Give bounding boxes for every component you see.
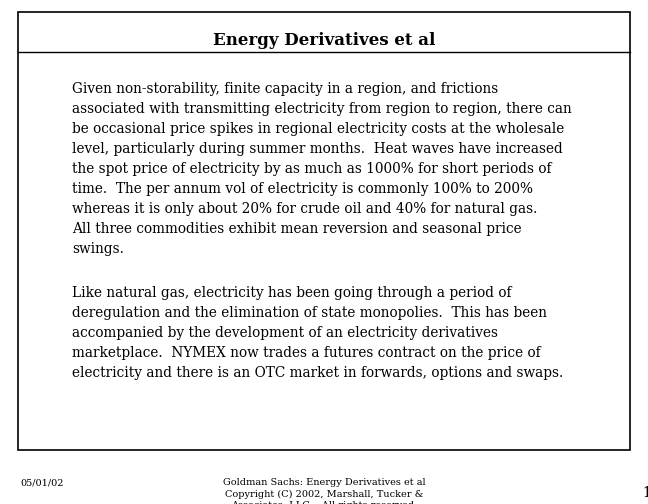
Text: whereas it is only about 20% for crude oil and 40% for natural gas.: whereas it is only about 20% for crude o… [72,202,537,216]
Text: 19: 19 [642,486,648,500]
Text: Goldman Sachs: Energy Derivatives et al
Copyright (C) 2002, Marshall, Tucker &
A: Goldman Sachs: Energy Derivatives et al … [223,478,425,504]
Text: be occasional price spikes in regional electricity costs at the wholesale: be occasional price spikes in regional e… [72,122,564,136]
Text: Energy Derivatives et al: Energy Derivatives et al [213,32,435,49]
Text: associated with transmitting electricity from region to region, there can: associated with transmitting electricity… [72,102,572,116]
Text: Like natural gas, electricity has been going through a period of: Like natural gas, electricity has been g… [72,286,511,300]
Text: electricity and there is an OTC market in forwards, options and swaps.: electricity and there is an OTC market i… [72,366,563,380]
Bar [18,12,630,450]
Text: accompanied by the development of an electricity derivatives: accompanied by the development of an ele… [72,326,498,340]
Text: deregulation and the elimination of state monopolies.  This has been: deregulation and the elimination of stat… [72,306,547,320]
Text: swings.: swings. [72,242,124,256]
Text: 05/01/02: 05/01/02 [20,478,64,487]
Text: time.  The per annum vol of electricity is commonly 100% to 200%: time. The per annum vol of electricity i… [72,182,533,196]
Text: Given non-storability, finite capacity in a region, and frictions: Given non-storability, finite capacity i… [72,82,498,96]
Text: level, particularly during summer months.  Heat waves have increased: level, particularly during summer months… [72,142,562,156]
Text: All three commodities exhibit mean reversion and seasonal price: All three commodities exhibit mean rever… [72,222,522,236]
Text: the spot price of electricity by as much as 1000% for short periods of: the spot price of electricity by as much… [72,162,551,176]
Text: marketplace.  NYMEX now trades a futures contract on the price of: marketplace. NYMEX now trades a futures … [72,346,540,360]
